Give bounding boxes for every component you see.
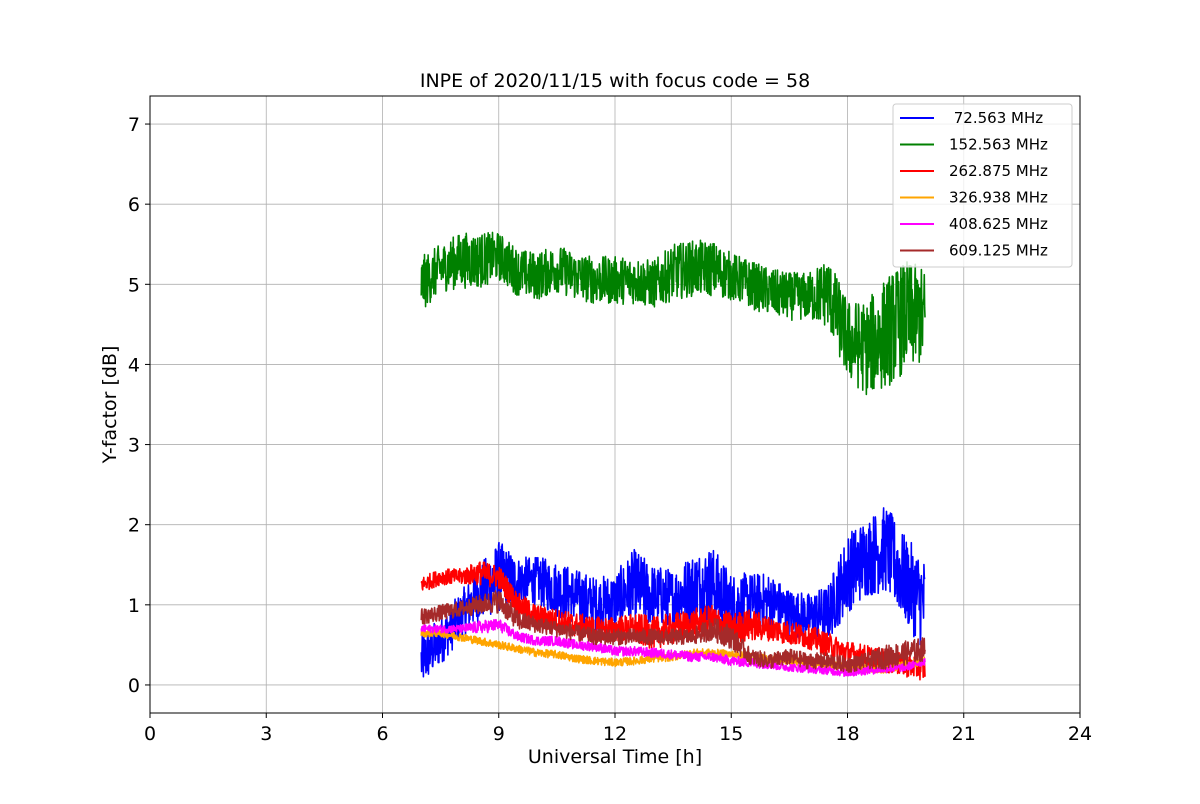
series-line-1: [420, 231, 926, 396]
y-tick-label: 4: [128, 354, 140, 376]
y-tick-label: 7: [128, 114, 140, 136]
legend-box: [892, 103, 1073, 268]
series-line-4: [420, 618, 926, 677]
legend-entry-label: 262.875 MHz: [949, 162, 1048, 180]
series-group: [420, 231, 926, 681]
x-tick-label: 0: [144, 723, 156, 745]
legend-entry-label: 152.563 MHz: [949, 136, 1048, 154]
x-tick-label: 3: [260, 723, 272, 745]
legend-entry-label: 408.625 MHz: [949, 215, 1048, 233]
legend: 72.563 MHz 152.563 MHz 262.875 MHz 326.938 …: [892, 103, 1073, 268]
y-tick-label: 1: [128, 595, 140, 617]
legend-entry-label: 609.125 MHz: [949, 242, 1048, 260]
x-tick-label: 12: [603, 723, 627, 745]
x-tick-label: 9: [493, 723, 505, 745]
x-tick-label: 6: [376, 723, 388, 745]
y-tick-label: 5: [128, 274, 140, 296]
legend-entry-label: 326.938 MHz: [949, 189, 1048, 207]
y-tick-label: 2: [128, 515, 140, 537]
series-line-5: [420, 590, 926, 673]
y-tick-label: 6: [128, 194, 140, 216]
chart-title: INPE of 2020/11/15 with focus code = 58: [420, 70, 810, 92]
y-tick-label: 0: [128, 675, 140, 697]
x-tick-label: 15: [719, 723, 743, 745]
y-axis-label: Y-factor [dB]: [99, 346, 121, 465]
x-tick-label: 21: [952, 723, 976, 745]
x-tick-label: 24: [1068, 723, 1092, 745]
y-tick-label: 3: [128, 435, 140, 457]
legend-entry-label: 72.563 MHz: [949, 109, 1043, 127]
x-axis-label: Universal Time [h]: [528, 746, 702, 768]
x-tick-label: 18: [835, 723, 859, 745]
